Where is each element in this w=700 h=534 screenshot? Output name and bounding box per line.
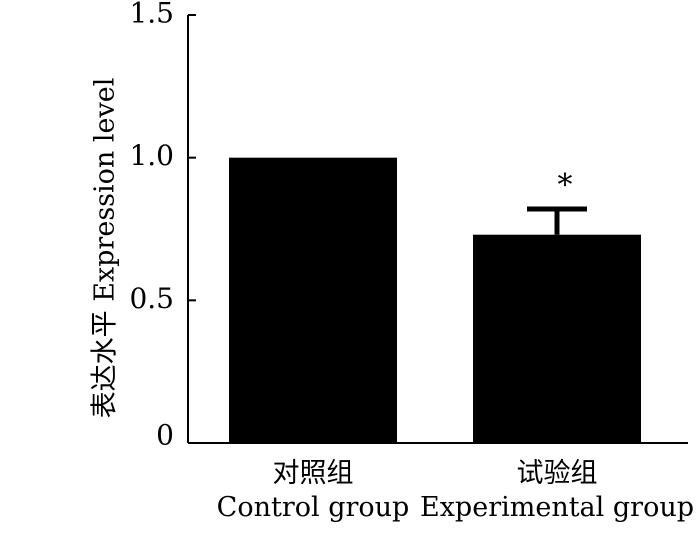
- bar: [229, 157, 397, 443]
- x-tick-label-en: Control group: [217, 492, 410, 523]
- x-tick-label-zh: 试验组: [517, 458, 598, 489]
- y-tick-label: 1.5: [129, 0, 174, 30]
- y-tick-label: 0.5: [129, 282, 174, 315]
- x-tick-label-en: Experimental group: [420, 492, 694, 523]
- y-tick-label: 0: [156, 419, 174, 452]
- y-tick-label: 1.0: [129, 139, 174, 172]
- bars: [229, 157, 641, 443]
- y-axis-label: 表达水平 Expression level: [90, 78, 121, 419]
- x-tick-label-zh: 对照组: [273, 458, 354, 489]
- significance-marker: *: [558, 168, 573, 203]
- bar: [473, 234, 641, 443]
